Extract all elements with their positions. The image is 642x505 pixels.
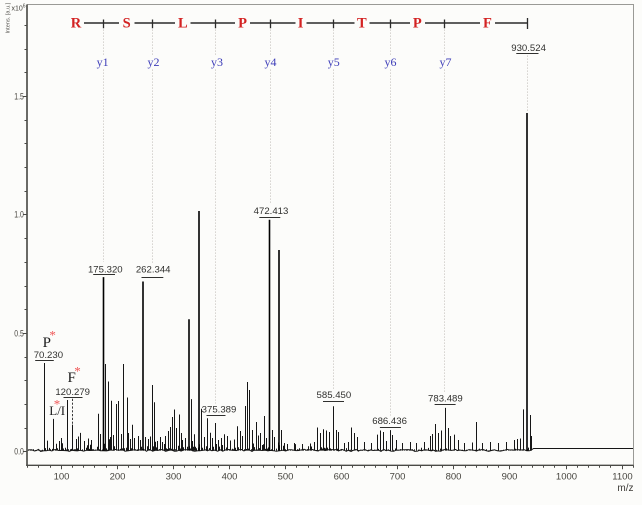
svg-text:600: 600 xyxy=(334,472,350,483)
svg-text:1.0: 1.0 xyxy=(14,210,24,221)
svg-text:y2: y2 xyxy=(148,55,160,69)
svg-text:686.436: 686.436 xyxy=(372,416,407,427)
svg-text:700: 700 xyxy=(390,472,406,483)
svg-text:585.450: 585.450 xyxy=(317,390,352,401)
svg-text:L/I: L/I xyxy=(49,403,65,418)
svg-text:0.5: 0.5 xyxy=(14,329,24,340)
svg-text:100: 100 xyxy=(54,472,70,483)
svg-text:*: * xyxy=(49,328,56,343)
svg-text:m/z: m/z xyxy=(617,483,633,494)
svg-text:y4: y4 xyxy=(265,55,277,69)
svg-text:*: * xyxy=(54,397,61,412)
svg-text:y3: y3 xyxy=(211,55,223,69)
svg-text:I: I xyxy=(298,15,304,31)
svg-text:P: P xyxy=(413,15,422,31)
svg-text:400: 400 xyxy=(222,472,238,483)
svg-text:1000: 1000 xyxy=(556,472,577,483)
svg-text:900: 900 xyxy=(502,472,518,483)
svg-text:930.524: 930.524 xyxy=(511,43,546,54)
svg-text:Intens. [a.u.]: Intens. [a.u.] xyxy=(6,2,12,33)
svg-text:375.389: 375.389 xyxy=(202,404,237,415)
svg-text:1.5: 1.5 xyxy=(14,92,24,103)
svg-text:*: * xyxy=(74,364,81,379)
svg-text:L: L xyxy=(178,15,188,31)
svg-text:y1: y1 xyxy=(97,55,109,69)
svg-text:y6: y6 xyxy=(385,55,397,69)
svg-text:F: F xyxy=(483,15,492,31)
svg-text:y7: y7 xyxy=(440,55,452,69)
svg-text:175.320: 175.320 xyxy=(88,265,123,276)
svg-text:800: 800 xyxy=(446,472,462,483)
svg-text:120.279: 120.279 xyxy=(55,387,90,398)
svg-text:y5: y5 xyxy=(328,55,340,69)
svg-text:200: 200 xyxy=(110,472,126,483)
svg-text:262.344: 262.344 xyxy=(136,265,171,276)
svg-text:500: 500 xyxy=(278,472,294,483)
svg-text:x106: x106 xyxy=(12,4,26,13)
svg-text:1100: 1100 xyxy=(612,472,632,483)
svg-text:70.230: 70.230 xyxy=(34,350,63,361)
svg-text:0.0: 0.0 xyxy=(14,447,24,458)
svg-text:F: F xyxy=(68,370,76,386)
svg-text:R: R xyxy=(71,15,82,31)
svg-text:783.489: 783.489 xyxy=(428,394,463,405)
svg-text:P: P xyxy=(238,15,247,31)
svg-text:472.413: 472.413 xyxy=(254,206,289,217)
svg-text:P: P xyxy=(43,335,51,351)
svg-text:S: S xyxy=(123,15,131,31)
svg-text:T: T xyxy=(357,15,367,31)
svg-text:300: 300 xyxy=(166,472,182,483)
